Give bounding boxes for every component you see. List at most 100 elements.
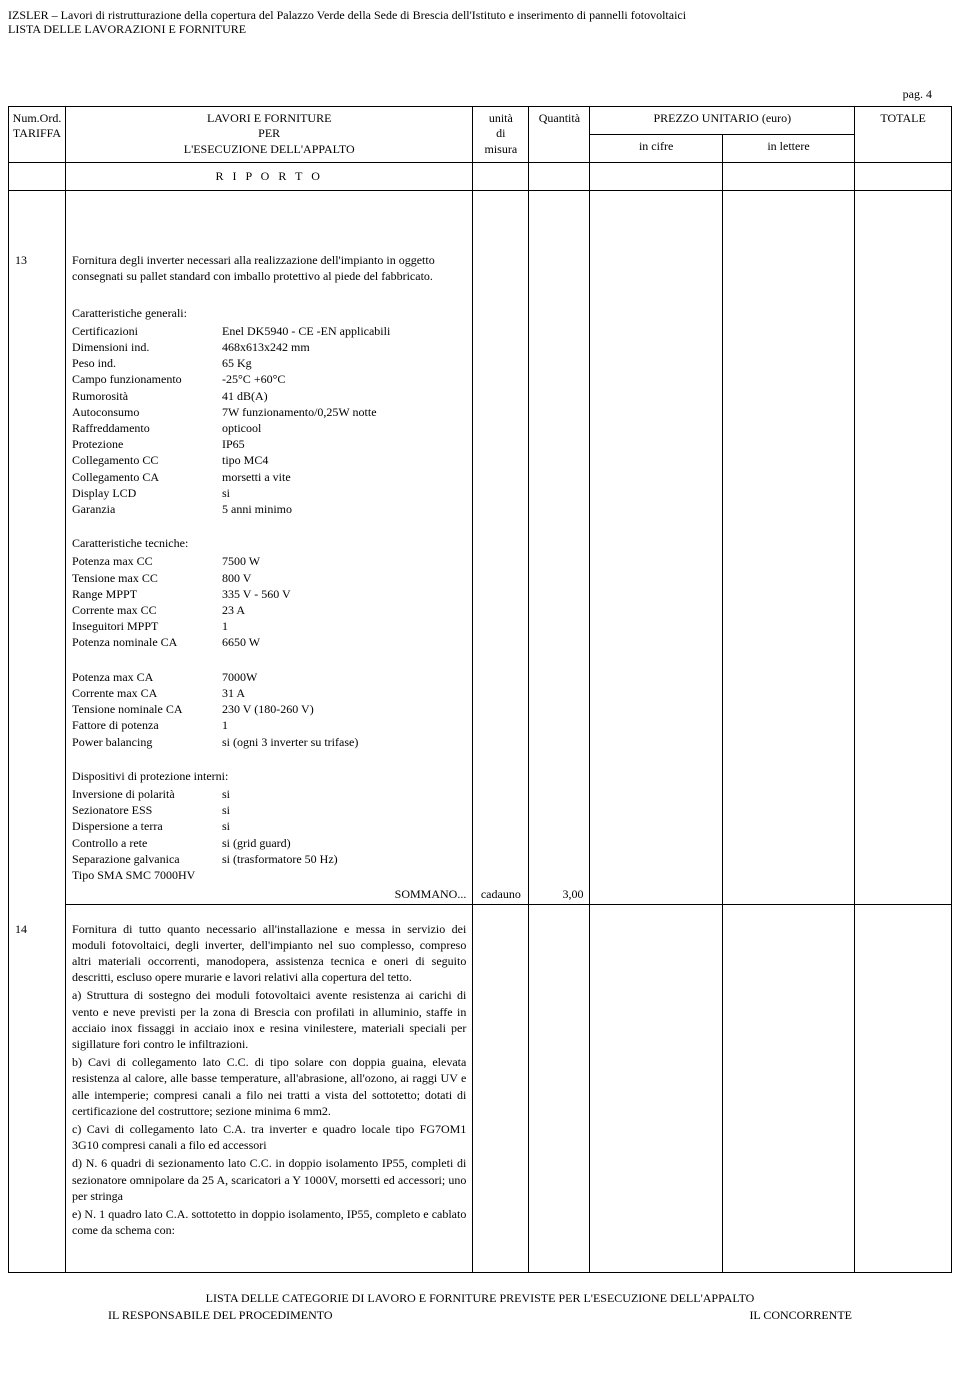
th-lavori-l2: PER (258, 126, 280, 140)
spec-val: 31 A (222, 685, 466, 701)
spec-key: Certificazioni (72, 323, 222, 339)
spec-val: 7W funzionamento/0,25W notte (222, 404, 466, 420)
spec-val: morsetti a vite (222, 469, 466, 485)
spec-row: CertificazioniEnel DK5940 - CE -EN appli… (72, 323, 466, 339)
spec-row: Inversione di polaritàsi (72, 786, 466, 802)
spec-key: Separazione galvanica (72, 851, 222, 867)
doc-header-line2: LISTA DELLE LAVORAZIONI E FORNITURE (8, 22, 952, 36)
th-lavori-l1: LAVORI E FORNITURE (207, 111, 331, 125)
th-lavori: LAVORI E FORNITURE PER L'ESECUZIONE DELL… (66, 106, 473, 162)
spec-val: 335 V - 560 V (222, 586, 466, 602)
spec-row: Peso ind.65 Kg (72, 355, 466, 371)
table-head: Num.Ord. TARIFFA LAVORI E FORNITURE PER … (9, 106, 952, 162)
spec-row: Corrente max CA 31 A (72, 685, 466, 701)
sommano-um: cadauno (473, 885, 529, 905)
spec-key: Range MPPT (72, 586, 222, 602)
item-13-sommano: SOMMANO... cadauno 3,00 (9, 885, 952, 905)
spec-val: -25°C +60°C (222, 371, 466, 387)
spec-row: Tipo SMA SMC 7000HV (72, 867, 466, 883)
spec-val: si (ogni 3 inverter su trifase) (222, 734, 466, 750)
th-numord-l2: TARIFFA (13, 126, 61, 140)
spec-val: 800 V (222, 570, 466, 586)
spec-key: Collegamento CC (72, 452, 222, 468)
th-um-l2: di (496, 126, 505, 140)
spec-row: Tensione nominale CA 230 V (180-260 V) (72, 701, 466, 717)
spec-key: Raffreddamento (72, 420, 222, 436)
spec-val: IP65 (222, 436, 466, 452)
spec-key: Power balancing (72, 734, 222, 750)
spec-val: si (222, 485, 466, 501)
doc-header: IZSLER – Lavori di ristrutturazione dell… (8, 8, 952, 37)
spec-key: Rumorosità (72, 388, 222, 404)
item14-d: d) N. 6 quadri di sezionamento lato C.C.… (72, 1155, 466, 1204)
spec-val: si (grid guard) (222, 835, 466, 851)
spec-row: Potenza max CC7500 W (72, 553, 466, 569)
riporto-row: R I P O R T O (9, 162, 952, 190)
spec-row: Dispersione a terrasi (72, 818, 466, 834)
spec-val: si (trasformatore 50 Hz) (222, 851, 466, 867)
spec-key: Corrente max CA (72, 685, 222, 701)
th-um-l1: unità (489, 111, 513, 125)
spec-key: Tipo SMA SMC 7000HV (72, 867, 222, 883)
spec-row: Separazione galvanicasi (trasformatore 5… (72, 851, 466, 867)
sommano-qty: 3,00 (529, 885, 590, 905)
spec-val: 5 anni minimo (222, 501, 466, 517)
footer-line1: LISTA DELLE CATEGORIE DI LAVORO E FORNIT… (8, 1291, 952, 1306)
doc-header-line1: IZSLER – Lavori di ristrutturazione dell… (8, 8, 952, 22)
spec-val: 65 Kg (222, 355, 466, 371)
spec-key: Garanzia (72, 501, 222, 517)
th-numord: Num.Ord. TARIFFA (9, 106, 66, 162)
gap-row (9, 905, 952, 919)
page-root: IZSLER – Lavori di ristrutturazione dell… (0, 0, 960, 1331)
item13-prot-title: Dispositivi di protezione interni: (72, 768, 466, 784)
spec-val: opticool (222, 420, 466, 436)
th-lettere: in lettere (722, 134, 854, 162)
spec-key: Collegamento CA (72, 469, 222, 485)
spec-val: 7000W (222, 669, 466, 685)
th-cifre: in cifre (590, 134, 722, 162)
spec-val: Enel DK5940 - CE -EN applicabili (222, 323, 466, 339)
item14-e: e) N. 1 quadro lato C.A. sottotetto in d… (72, 1206, 466, 1238)
spec-row: Campo funzionamento-25°C +60°C (72, 371, 466, 387)
th-totale: TOTALE (855, 106, 952, 162)
spec-key: Dispersione a terra (72, 818, 222, 834)
spacer-row (9, 190, 952, 250)
spec-val: 1 (222, 717, 466, 733)
th-numord-l1: Num.Ord. (13, 111, 62, 125)
item-14-num: 14 (9, 919, 66, 1243)
th-um: unità di misura (473, 106, 529, 162)
spec-key: Fattore di potenza (72, 717, 222, 733)
spec-key: Corrente max CC (72, 602, 222, 618)
item14-a: a) Struttura di sostegno dei moduli foto… (72, 987, 466, 1052)
spec-row: Potenza max CA7000W (72, 669, 466, 685)
spec-val: 7500 W (222, 553, 466, 569)
spec-key: Inversione di polarità (72, 786, 222, 802)
item14-b: b) Cavi di collegamento lato C.C. di tip… (72, 1054, 466, 1119)
spec-key: Dimensioni ind. (72, 339, 222, 355)
spec-row: Raffreddamentoopticool (72, 420, 466, 436)
footer-right: IL CONCORRENTE (749, 1308, 852, 1323)
riporto-text: R I P O R T O (66, 162, 473, 190)
spec-row: Collegamento CA morsetti a vite (72, 469, 466, 485)
spec-key: Autoconsumo (72, 404, 222, 420)
spec-row: Power balancingsi (ogni 3 inverter su tr… (72, 734, 466, 750)
spec-val: tipo MC4 (222, 452, 466, 468)
spec-row: Controllo a retesi (grid guard) (72, 835, 466, 851)
spec-key: Protezione (72, 436, 222, 452)
spec-row: Display LCD si (72, 485, 466, 501)
item13-gen-title: Caratteristiche generali: (72, 305, 466, 321)
spec-val: 230 V (180-260 V) (222, 701, 466, 717)
spec-row: Dimensioni ind.468x613x242 mm (72, 339, 466, 355)
item14-text: Fornitura di tutto quanto necessario all… (72, 921, 466, 986)
spec-row: Rumorosità41 dB(A) (72, 388, 466, 404)
item13-tech-title: Caratteristiche tecniche: (72, 535, 466, 551)
spec-key: Display LCD (72, 485, 222, 501)
spec-row: Range MPPT 335 V - 560 V (72, 586, 466, 602)
spec-key: Sezionatore ESS (72, 802, 222, 818)
th-qty: Quantità (529, 106, 590, 162)
th-prezzo: PREZZO UNITARIO (euro) (590, 106, 855, 134)
spec-key: Tensione nominale CA (72, 701, 222, 717)
spec-key: Tensione max CC (72, 570, 222, 586)
item-13-num: 13 (9, 250, 66, 885)
spec-key: Potenza max CA (72, 669, 222, 685)
